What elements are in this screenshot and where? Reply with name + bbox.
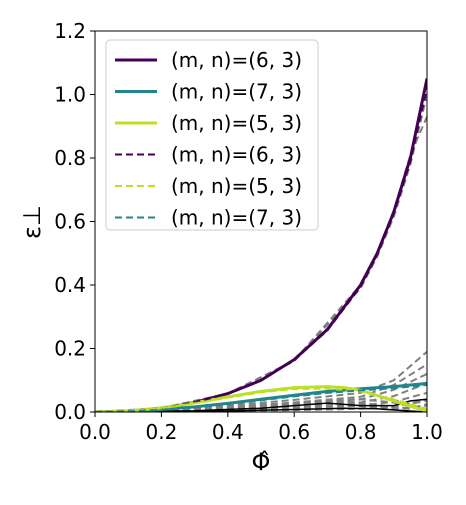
x-tick-label: 0.6 [278, 420, 310, 444]
legend-label: (m, n)=(5, 3) [171, 174, 302, 198]
x-tick-label: 0.0 [79, 420, 111, 444]
y-tick-label: 0.4 [54, 273, 86, 297]
legend-label: (m, n)=(5, 3) [171, 111, 302, 135]
legend-label: (m, n)=(7, 3) [171, 206, 302, 230]
series-line-5 [95, 384, 427, 412]
x-tick-label: 0.4 [212, 420, 244, 444]
y-axis: 0.0 0.2 0.4 0.6 0.8 1.0 1.2 [54, 19, 95, 424]
x-tick-label: 1.0 [411, 420, 443, 444]
series-line-4 [95, 387, 427, 412]
y-tick-label: 0.8 [54, 146, 86, 170]
x-tick-label: 0.2 [145, 420, 177, 444]
x-axis-label: Φ̂ [252, 448, 271, 476]
y-tick-label: 1.2 [54, 19, 86, 43]
y-axis-label: ε⊥ [18, 205, 46, 239]
legend: (m, n)=(6, 3) (m, n)=(7, 3) (m, n)=(5, 3) (… [105, 39, 319, 231]
legend-box [105, 39, 319, 231]
y-tick-label: 0.6 [54, 210, 86, 234]
y-tick-label: 1.0 [54, 83, 86, 107]
x-tick-label: 0.8 [345, 420, 377, 444]
legend-label: (m, n)=(6, 3) [171, 48, 302, 72]
x-axis: 0.0 0.2 0.4 0.6 0.8 1.0 [79, 412, 443, 444]
y-tick-label: 0.0 [54, 400, 86, 424]
legend-label: (m, n)=(6, 3) [171, 143, 302, 167]
background-curve-13 [95, 407, 427, 412]
y-tick-label: 0.2 [54, 337, 86, 361]
series-lines [95, 78, 427, 412]
legend-label: (m, n)=(7, 3) [171, 80, 302, 104]
